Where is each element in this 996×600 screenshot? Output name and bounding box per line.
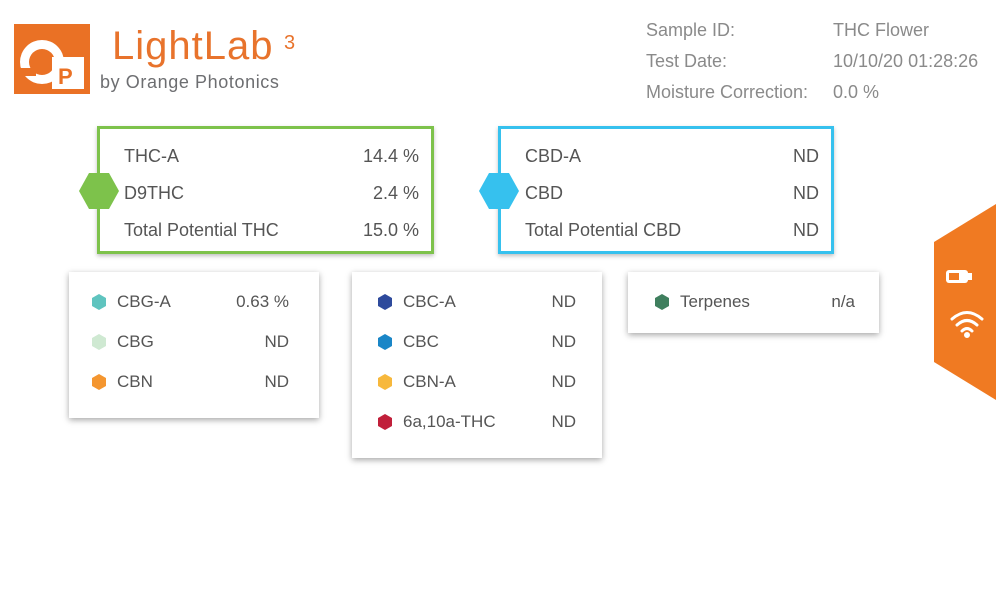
cbn-a-label: CBN-A: [403, 372, 456, 391]
battery-icon[interactable]: [946, 270, 972, 283]
total-cbd-row: Total Potential CBD ND: [525, 218, 819, 242]
cbc-a-hexagon-icon: [378, 294, 392, 310]
d9thc-value: 2.4 %: [372, 183, 419, 203]
6a10a-thc-label: 6a,10a-THC: [403, 412, 496, 431]
logo-superscript: 3: [284, 32, 296, 54]
total-cbd-label: Total Potential CBD: [525, 220, 682, 240]
cbg-a-hexagon-icon: [92, 294, 106, 310]
terpenes-hexagon-icon: [655, 294, 669, 310]
cbg-a-row: CBG-A 0.63 %: [91, 290, 289, 314]
logo-mark-p: P: [58, 64, 73, 89]
moisture-correction-label: Moisture Correction:: [646, 82, 809, 102]
thc-a-value: 14.4 %: [362, 146, 419, 166]
thc-a-row: THC-A 14.4 %: [124, 144, 419, 168]
cbc-row: CBC ND: [377, 330, 576, 354]
status-tab-shape: [934, 204, 996, 400]
cbd-label: CBD: [525, 183, 564, 203]
logo-tagline: by Orange Photonics: [100, 72, 280, 92]
thc-a-label: THC-A: [124, 146, 179, 166]
cbg-label: CBG: [117, 332, 154, 351]
lightlab-logo-mark: P O: [14, 24, 90, 94]
d9thc-label: D9THC: [124, 183, 185, 203]
terpenes-value: n/a: [831, 292, 855, 311]
cbc-a-value: ND: [551, 292, 576, 311]
cbn-hexagon-icon: [92, 374, 106, 390]
cbg-row: CBG ND: [91, 330, 289, 354]
cbg-a-value: 0.63 %: [236, 292, 289, 311]
cbd-a-value: ND: [793, 146, 819, 166]
cbg-a-label: CBG-A: [117, 292, 171, 311]
cbn-value: ND: [264, 372, 289, 391]
cbc-label: CBC: [403, 332, 439, 351]
minor-cannabinoids-card-1[interactable]: CBG-A 0.63 % CBG ND CBN ND: [69, 272, 319, 418]
thc-results-box[interactable]: THC-A 14.4 % D9THC 2.4 % Total Potential…: [97, 126, 434, 254]
cbg-hexagon-icon: [92, 334, 106, 350]
test-date-value: 10/10/20 01:28:26: [833, 51, 979, 71]
thc-hexagon-icon: [79, 173, 119, 209]
cbg-value: ND: [264, 332, 289, 351]
total-thc-label: Total Potential THC: [124, 220, 279, 240]
cbn-a-value: ND: [551, 372, 576, 391]
moisture-correction-value: 0.0 %: [833, 82, 880, 102]
cbc-a-row: CBC-A ND: [377, 290, 576, 314]
cbd-a-label: CBD-A: [525, 146, 582, 166]
cbd-results-box[interactable]: CBD-A ND CBD ND Total Potential CBD ND: [498, 126, 834, 254]
wifi-icon[interactable]: [950, 311, 984, 338]
cbn-a-row: CBN-A ND: [377, 370, 576, 394]
cbc-value: ND: [551, 332, 576, 351]
logo-name: LightLab: [112, 24, 274, 68]
cbc-hexagon-icon: [378, 334, 392, 350]
total-thc-value: 15.0 %: [362, 220, 419, 240]
terpenes-label: Terpenes: [680, 292, 750, 311]
test-date-label: Test Date:: [646, 51, 728, 71]
cbd-value: ND: [793, 183, 819, 203]
status-tab[interactable]: [934, 204, 996, 400]
cbd-hexagon-icon: [479, 173, 519, 209]
6a10a-thc-value: ND: [551, 412, 576, 431]
cbn-a-hexagon-icon: [378, 374, 392, 390]
cbd-a-row: CBD-A ND: [525, 144, 819, 168]
6a10a-thc-row: 6a,10a-THC ND: [377, 410, 576, 434]
sample-id-value: THC Flower: [833, 20, 930, 40]
d9thc-row: D9THC 2.4 %: [124, 181, 419, 205]
app-logo: P O LightLab 3 by Orange Photonics: [14, 24, 314, 98]
cbc-a-label: CBC-A: [403, 292, 456, 311]
6a10a-thc-hexagon-icon: [378, 414, 392, 430]
terpenes-card[interactable]: Terpenes n/a: [628, 272, 879, 333]
total-cbd-value: ND: [793, 220, 819, 240]
terpenes-row: Terpenes n/a: [654, 290, 855, 314]
sample-id-label: Sample ID:: [646, 20, 736, 40]
cbn-row: CBN ND: [91, 370, 289, 394]
cbn-label: CBN: [117, 372, 153, 391]
total-thc-row: Total Potential THC 15.0 %: [124, 218, 419, 242]
cbd-row: CBD ND: [525, 181, 819, 205]
minor-cannabinoids-card-2[interactable]: CBC-A ND CBC ND CBN-A ND 6a,10a-THC ND: [352, 272, 602, 458]
